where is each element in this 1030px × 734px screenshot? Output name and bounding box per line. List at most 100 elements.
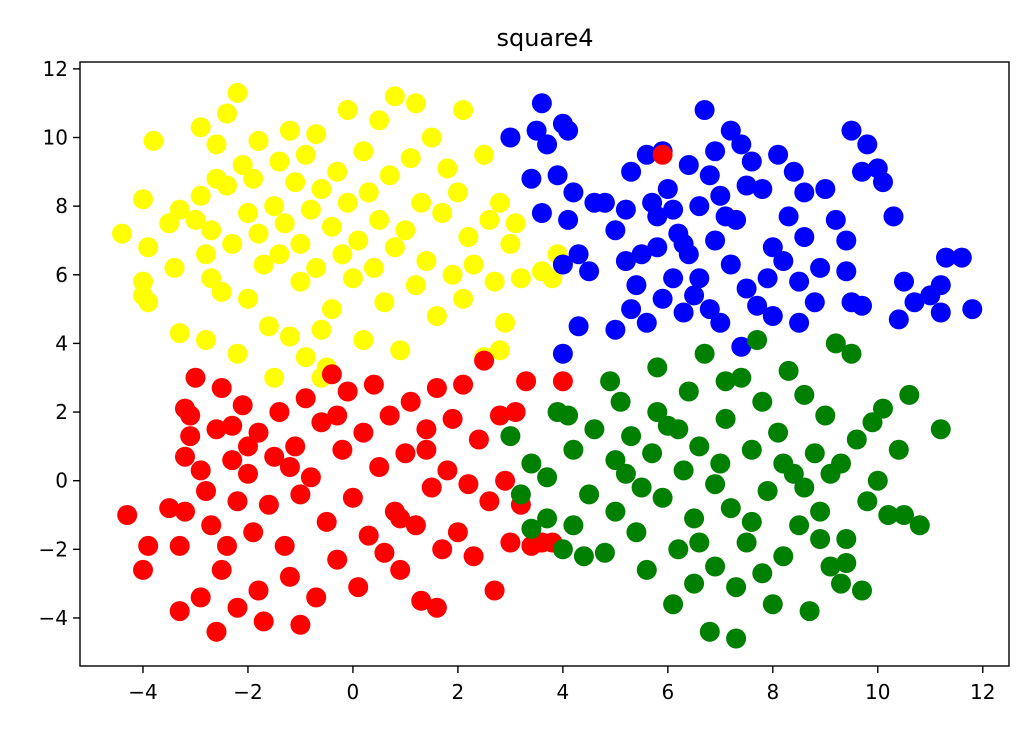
scatter-point <box>600 371 621 392</box>
y-tick-label: 12 <box>43 57 68 81</box>
scatter-point <box>894 271 914 292</box>
scatter-point <box>568 244 589 265</box>
scatter-point <box>348 230 369 251</box>
scatter-point <box>353 141 374 162</box>
scatter-point <box>631 244 652 265</box>
scatter-point <box>169 601 190 622</box>
scatter-point <box>269 151 290 172</box>
scatter-point <box>699 299 720 320</box>
scatter-point <box>804 443 825 464</box>
scatter-point <box>447 522 468 543</box>
x-tick-label: −4 <box>128 680 157 704</box>
scatter-point <box>232 155 253 175</box>
scatter-point <box>306 257 327 278</box>
scatter-point <box>552 254 573 275</box>
x-tick-label: 2 <box>452 680 465 704</box>
scatter-point <box>342 487 363 508</box>
scatter-point <box>311 412 332 433</box>
scatter-point <box>405 275 426 296</box>
scatter-point <box>489 405 510 426</box>
scatter-point <box>605 220 626 241</box>
scatter-point <box>794 384 815 405</box>
scatter-point <box>133 559 153 580</box>
scatter-point <box>405 515 426 536</box>
scatter-point <box>647 237 668 258</box>
scatter-point <box>762 237 783 258</box>
scatter-point <box>258 316 279 337</box>
scatter-point <box>306 124 327 145</box>
scatter-point <box>894 505 914 525</box>
scatter-point <box>337 100 358 120</box>
scatter-point <box>741 511 762 532</box>
scatter-point <box>484 271 505 292</box>
scatter-point <box>426 378 447 398</box>
scatter-point <box>836 261 857 282</box>
scatter-point <box>500 532 521 553</box>
scatter-point <box>789 271 810 292</box>
scatter-point <box>327 405 348 426</box>
plot-frame <box>79 61 1010 667</box>
scatter-point <box>416 439 437 460</box>
scatter-point <box>463 546 484 567</box>
scatter-point <box>327 161 348 182</box>
scatter-point <box>678 381 699 402</box>
scatter-point <box>327 549 348 570</box>
scatter-point <box>411 590 432 611</box>
scatter-point <box>363 257 384 278</box>
scatter-point <box>453 100 474 120</box>
scatter-point <box>321 364 342 385</box>
scatter-point <box>175 446 195 467</box>
scatter-point <box>474 144 495 165</box>
scatter-point <box>747 330 768 350</box>
scatter-point <box>647 402 668 422</box>
scatter-point <box>831 573 851 594</box>
scatter-point <box>201 220 222 241</box>
scatter-point <box>453 374 474 395</box>
scatter-point <box>678 155 699 175</box>
scatter-point <box>442 408 463 429</box>
scatter-point <box>962 299 983 320</box>
scatter-point <box>279 566 300 587</box>
scatter-point <box>726 577 747 598</box>
scatter-point <box>752 391 773 412</box>
scatter-point <box>762 306 783 326</box>
scatter-point <box>432 539 453 560</box>
scatter-point <box>521 518 542 539</box>
scatter-point <box>715 408 736 429</box>
scatter-point <box>264 196 285 217</box>
scatter-point <box>820 556 841 577</box>
scatter-point <box>290 233 311 254</box>
scatter-point <box>652 288 673 309</box>
scatter-point <box>489 340 510 361</box>
scatter-point <box>474 350 495 371</box>
scatter-point <box>190 587 211 608</box>
scatter-point <box>222 415 243 436</box>
scatter-point <box>196 481 216 501</box>
scatter-point <box>112 223 132 244</box>
x-tick-label: 10 <box>865 680 890 704</box>
scatter-point <box>705 556 726 577</box>
scatter-point <box>258 494 279 515</box>
scatter-point <box>138 237 159 258</box>
scatter-point <box>841 343 862 364</box>
y-tick-label: 4 <box>55 331 68 355</box>
scatter-point <box>909 515 930 536</box>
scatter-point <box>715 371 736 392</box>
scatter-point <box>888 439 909 460</box>
scatter-point <box>300 467 321 488</box>
scatter-point <box>720 498 741 519</box>
scatter-point <box>133 189 153 210</box>
scatter-point <box>311 179 332 199</box>
scatter-point <box>558 209 579 230</box>
scatter-point <box>642 443 663 464</box>
scatter-point <box>279 120 300 141</box>
scatter-point <box>726 628 747 649</box>
scatter-point <box>762 594 783 615</box>
scatter-point <box>248 580 269 601</box>
scatter-point <box>783 161 804 182</box>
scatter-point <box>715 206 736 227</box>
scatter-point <box>369 457 390 477</box>
scatter-point <box>248 130 269 151</box>
scatter-point <box>243 168 264 189</box>
